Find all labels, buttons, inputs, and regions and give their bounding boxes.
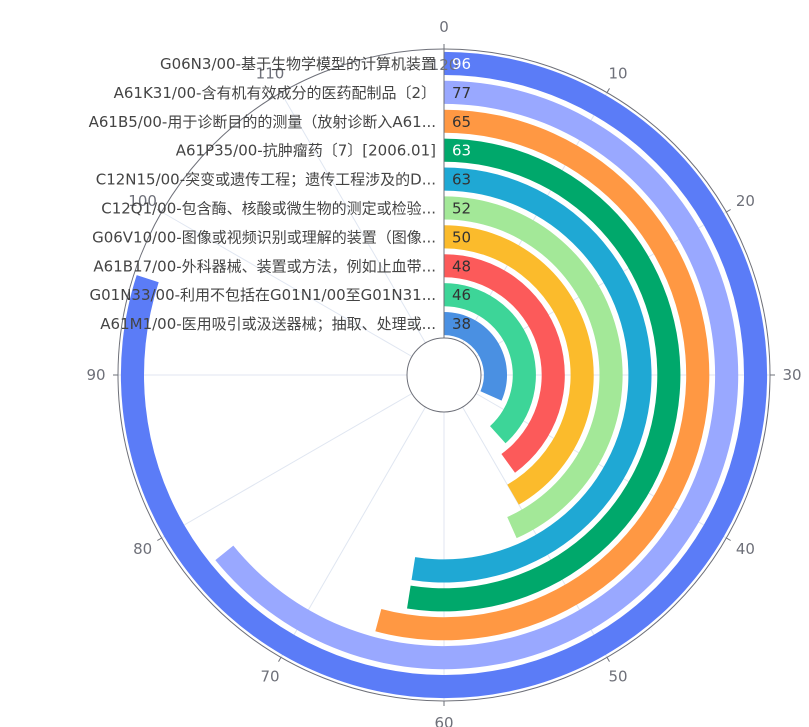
value-label: 46 xyxy=(452,286,471,304)
angle-tick-label: 0 xyxy=(439,18,449,36)
category-label: C12Q1/00-包含酶、核酸或微生物的测定或检验... xyxy=(101,199,436,217)
grid-line xyxy=(280,92,426,344)
category-label: G01N33/00-利用不包括在G01N1/00至G01N31... xyxy=(89,286,436,304)
angle-tick-label: 40 xyxy=(736,540,755,558)
angle-tick-label: 120 xyxy=(430,56,459,74)
angle-tick xyxy=(606,657,610,662)
angle-tick-label: 10 xyxy=(608,65,627,83)
angle-tick-label: 60 xyxy=(434,714,453,727)
angle-tick-label: 20 xyxy=(736,192,755,210)
grid-line xyxy=(161,393,413,539)
angle-axis: 0 10 20 30 40 50 60 70 80 90 100 110 120 xyxy=(86,18,801,727)
angle-tick xyxy=(606,88,610,93)
angle-tick-label: 70 xyxy=(260,667,279,685)
angle-tick-label: 110 xyxy=(256,65,285,83)
category-label: A61B5/00-用于诊断目的的测量（放射诊断入A61... xyxy=(89,113,436,131)
bar xyxy=(444,283,536,444)
angle-tick xyxy=(726,537,731,541)
category-label: G06N3/00-基于生物学模型的计算机装置 xyxy=(160,55,436,73)
angle-tick-label: 100 xyxy=(128,192,157,210)
category-label: A61P35/00-抗肿瘤药〔7〕[2006.01] xyxy=(176,142,436,160)
angle-tick-label: 30 xyxy=(782,366,801,384)
value-label: 96 xyxy=(452,55,471,73)
value-label: 65 xyxy=(452,113,471,131)
category-label: A61K31/00-含有机有效成分的医药配制品〔2〕 xyxy=(114,84,436,102)
value-label: 50 xyxy=(452,228,471,246)
angle-tick-label: 90 xyxy=(86,366,105,384)
angle-tick-label: 80 xyxy=(133,540,152,558)
angle-tick xyxy=(278,657,282,662)
category-label: A61B17/00-外科器械、装置或方法，例如止血带... xyxy=(93,257,436,275)
grid-line xyxy=(161,211,413,357)
angle-tick xyxy=(157,209,162,213)
value-label: 77 xyxy=(452,84,471,102)
value-label: 48 xyxy=(452,257,471,275)
value-label: 63 xyxy=(452,171,471,189)
angle-tick xyxy=(157,537,162,541)
inner-axis-ring xyxy=(406,337,482,413)
bar xyxy=(215,80,739,670)
value-label: 63 xyxy=(452,142,471,160)
category-label: A61M1/00-医用吸引或汲送器械；抽取、处理或... xyxy=(100,315,436,333)
bar xyxy=(444,254,565,473)
category-label: C12N15/00-突变或遗传工程；遗传工程涉及的D... xyxy=(96,171,436,189)
angle-tick xyxy=(278,88,282,93)
bar-series xyxy=(120,51,768,699)
category-labels: 38 A61M1/00-医用吸引或汲送器械；抽取、处理或... 46 G01N33/0… xyxy=(89,55,471,333)
category-label: G06V10/00-图像或视频识别或理解的装置（图像... xyxy=(92,228,436,246)
bar xyxy=(444,225,594,505)
value-label: 52 xyxy=(452,199,471,217)
angle-tick-label: 50 xyxy=(608,667,627,685)
bar xyxy=(444,196,623,539)
value-label: 38 xyxy=(452,315,471,333)
bar xyxy=(444,311,508,401)
angle-tick xyxy=(726,209,731,213)
